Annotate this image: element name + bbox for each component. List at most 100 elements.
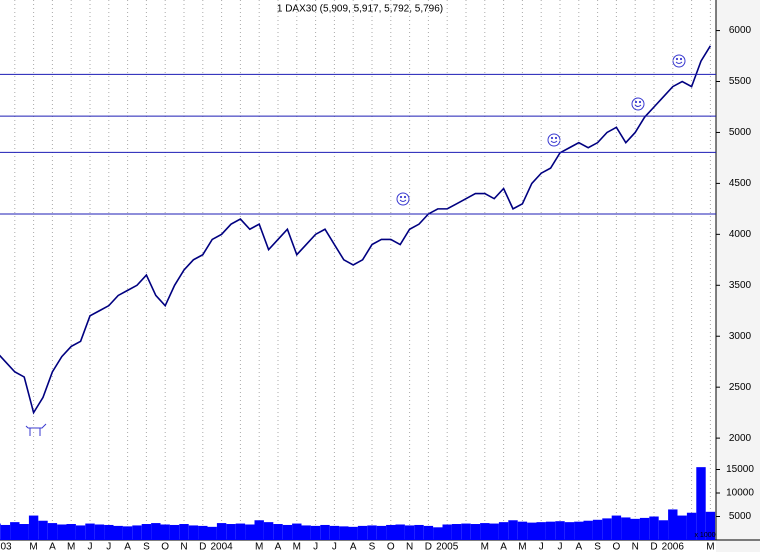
volume-bar: [602, 518, 612, 540]
volume-bar: [273, 524, 283, 540]
volume-bar: [367, 525, 377, 540]
volume-bar: [57, 524, 67, 540]
volume-bar: [254, 520, 264, 540]
volume-bar: [198, 525, 208, 540]
volume-bar: [470, 524, 481, 540]
volume-bar: [339, 526, 349, 540]
x-tick-label: N: [406, 542, 413, 552]
x-tick-label: M: [67, 542, 75, 552]
volume-bar: [442, 524, 452, 540]
x-tick-label: A: [124, 542, 131, 552]
volume-bar: [658, 520, 669, 540]
volume-bar: [395, 524, 405, 540]
volume-bar: [292, 523, 302, 540]
volume-bar: [498, 522, 509, 540]
volume-bar: [621, 517, 631, 540]
volume-bar: [0, 523, 1, 540]
x-tick-label: J: [313, 542, 318, 552]
x-tick-label: D: [650, 542, 657, 552]
volume-bar: [104, 524, 114, 540]
volume-bar: [705, 511, 716, 540]
volume-bar: [423, 525, 434, 540]
volume-tick-label: 15000: [726, 464, 754, 475]
y-tick-label: 2500: [729, 382, 752, 393]
volume-bar: [132, 525, 142, 540]
x-tick-label: M: [255, 542, 263, 552]
x-tick-label: J: [88, 542, 93, 552]
volume-bar: [677, 515, 687, 540]
y-tick-label: 6000: [729, 25, 752, 36]
volume-bar: [583, 520, 593, 540]
volume-bar: [696, 467, 706, 540]
y-tick-label: 2000: [729, 433, 752, 444]
x-tick-label: M: [29, 542, 37, 552]
volume-bar: [226, 524, 236, 540]
volume-bar: [592, 519, 603, 540]
volume-bar: [160, 524, 170, 540]
volume-bar: [386, 524, 396, 540]
volume-bar: [263, 522, 274, 540]
volume-bar: [555, 521, 565, 540]
smiley: [547, 133, 561, 147]
volume-bar: [357, 525, 368, 540]
x-tick-label: M: [293, 542, 301, 552]
volume-bar: [94, 524, 105, 540]
volume-bar: [151, 523, 161, 540]
volume-bar: [536, 522, 546, 540]
y-tick-label: 5000: [729, 127, 752, 138]
y-tick-label: 4000: [729, 229, 752, 240]
smiley: [631, 97, 645, 111]
x-tick-label: D: [199, 542, 206, 552]
volume-bar: [574, 521, 584, 540]
volume-bar: [451, 524, 462, 540]
volume-bar: [301, 525, 311, 540]
x-tick-label: 2005: [436, 542, 459, 552]
volume-bar: [376, 525, 387, 540]
volume-bar: [19, 524, 29, 540]
volume-bar: [141, 524, 152, 540]
volume-bar: [329, 525, 340, 540]
volume-bar: [320, 524, 330, 540]
volume-tick-label: 5000: [729, 511, 752, 522]
smiley: [396, 192, 410, 206]
volume-bar: [433, 527, 443, 540]
x-tick-label: A: [500, 542, 507, 552]
volume-bar: [207, 526, 217, 540]
volume-bar: [66, 524, 76, 540]
x-tick-label: N: [632, 542, 639, 552]
x-tick-label: A: [350, 542, 357, 552]
volume-bar: [310, 525, 321, 540]
volume-bar: [686, 512, 697, 540]
x-tick-label: J: [106, 542, 111, 552]
x-tick-label: A: [49, 542, 56, 552]
volume-unit-label: x 1000: [694, 532, 715, 539]
x-tick-label: O: [387, 542, 395, 552]
volume-bar: [489, 523, 499, 540]
x-tick-label: J: [332, 542, 337, 552]
volume-bar: [282, 524, 293, 540]
x-tick-label: O: [161, 542, 169, 552]
bear-icon: [25, 423, 47, 436]
chart-title: 1 DAX30 (5,909, 5,917, 5,792, 5,796): [277, 4, 443, 15]
x-tick-label: D: [425, 542, 432, 552]
x-tick-label: 03: [0, 542, 12, 552]
y-tick-label: 4500: [729, 178, 752, 189]
volume-bar: [10, 522, 20, 540]
x-tick-label: M: [706, 542, 714, 552]
volume-bar: [113, 525, 123, 540]
x-tick-label: A: [275, 542, 282, 552]
volume-bar: [668, 509, 678, 540]
volume-bar: [75, 525, 86, 540]
volume-bar: [188, 525, 199, 540]
volume-bar: [38, 520, 48, 540]
x-tick-label: M: [481, 542, 489, 552]
volume-bar: [527, 522, 537, 540]
volume-bar: [404, 525, 415, 540]
price-line: [0, 45, 712, 415]
y-tick-label: 5500: [729, 76, 752, 87]
x-tick-label: A: [575, 542, 582, 552]
x-tick-label: S: [143, 542, 150, 552]
volume-bar: [461, 523, 471, 540]
